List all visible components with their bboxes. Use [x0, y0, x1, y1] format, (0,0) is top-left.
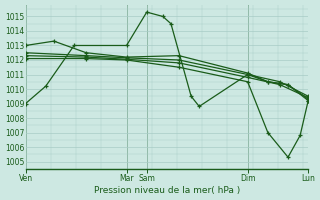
X-axis label: Pression niveau de la mer( hPa ): Pression niveau de la mer( hPa ) [94, 186, 240, 195]
